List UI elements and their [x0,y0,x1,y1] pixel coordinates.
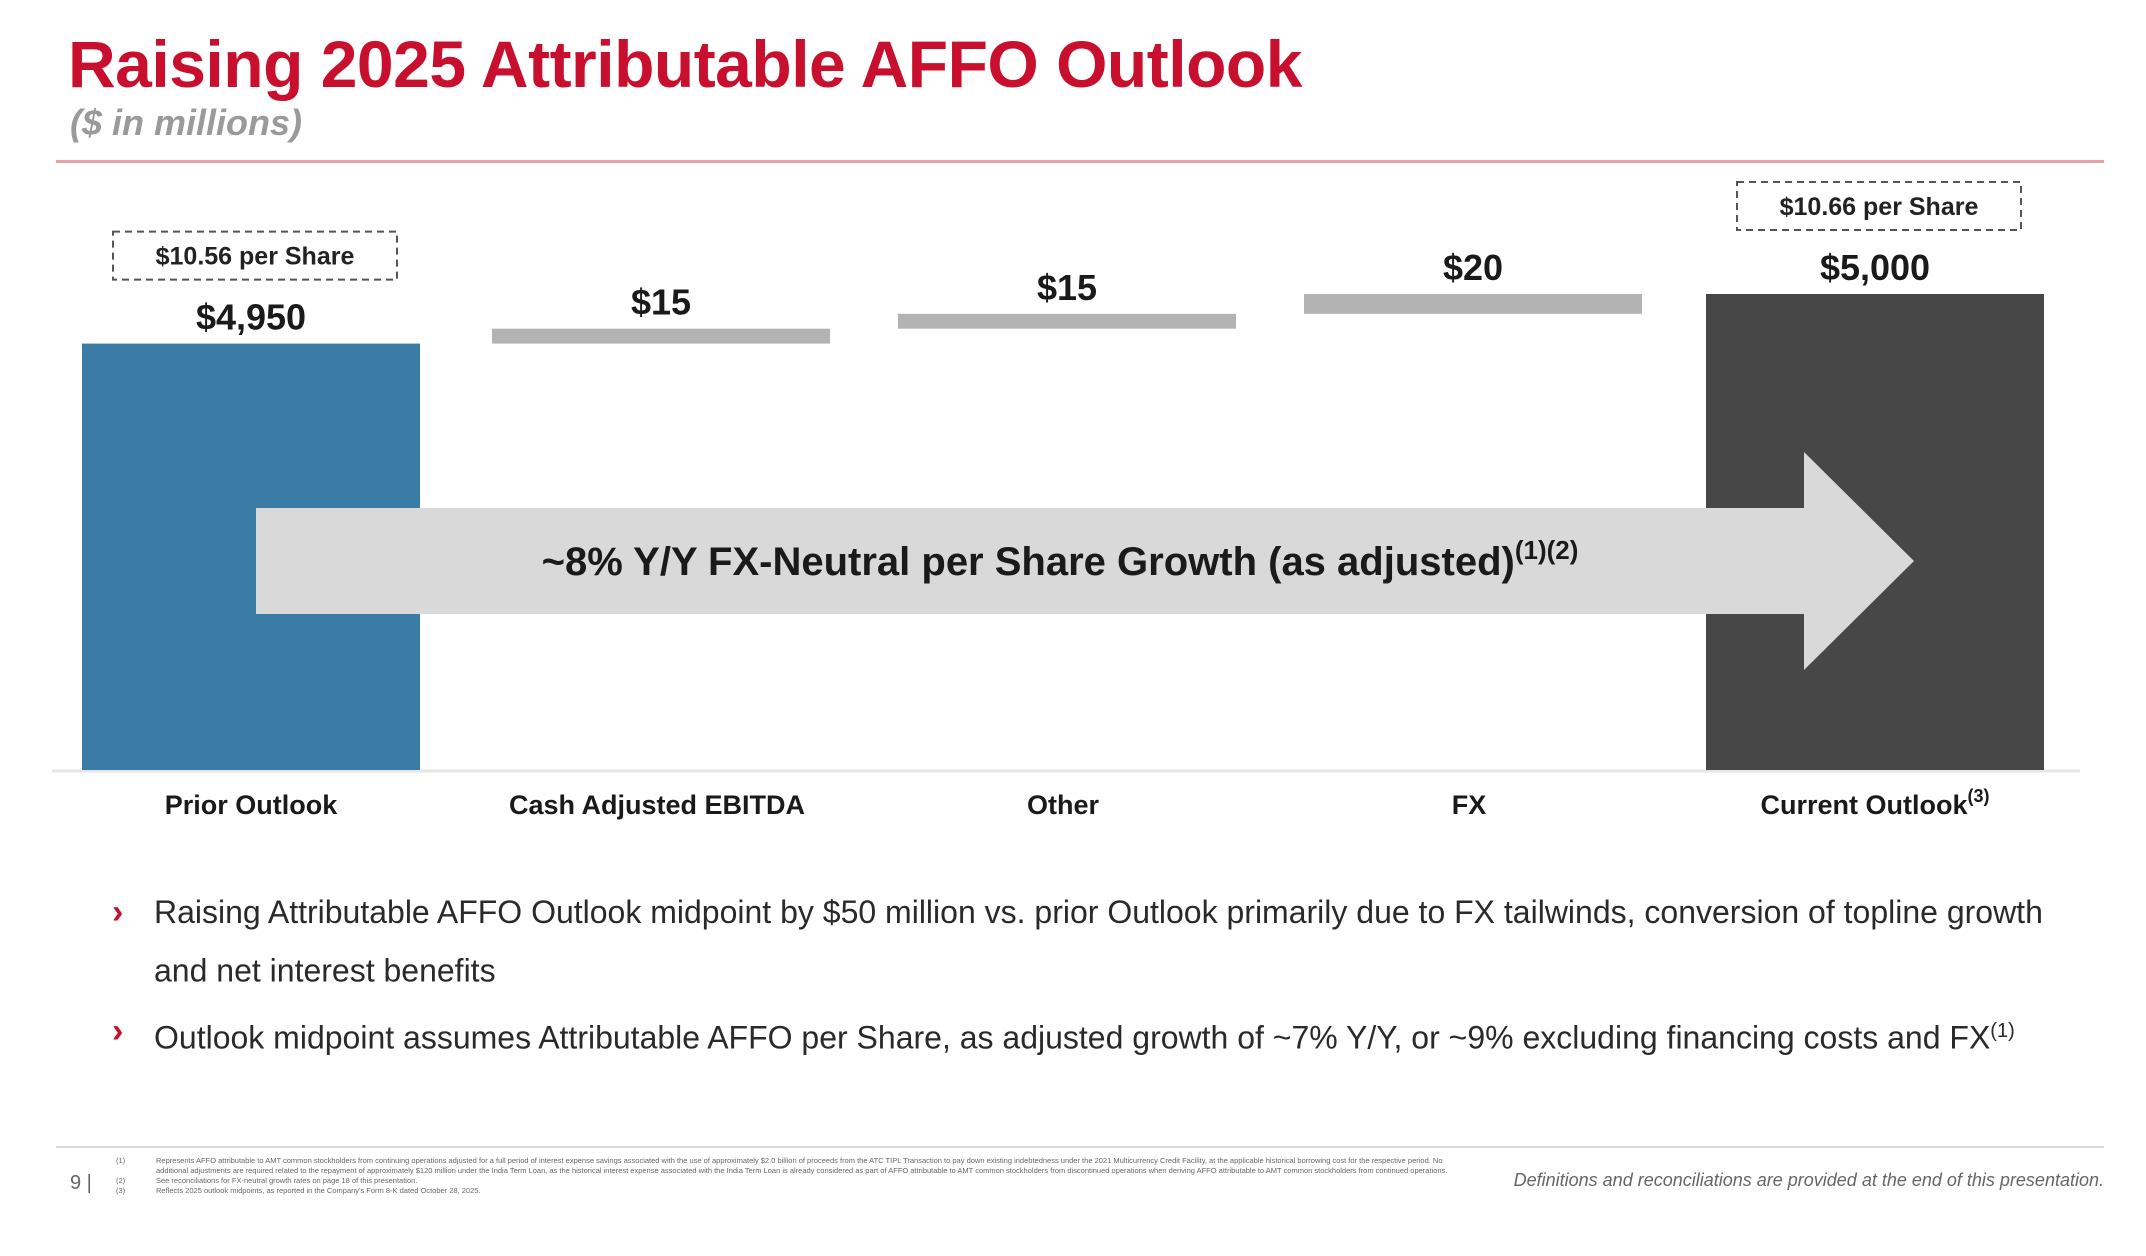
footnotes: (1) Represents AFFO attributable to AMT c… [116,1156,1476,1196]
footnote-number: (1) [116,1156,126,1165]
footnote-2: (2) See reconciliations for FX-neutral gr… [116,1176,1476,1186]
category-footnote-ref: (3) [1968,786,1990,806]
bar-other [898,313,1236,329]
data-label: $20 [1443,247,1503,288]
chevron-right-icon: › [112,893,124,931]
per-share-label: $10.66 per Share [1780,193,1979,221]
footnote-number: (2) [116,1176,126,1185]
bullet-item-1: › Raising Attributable AFFO Outlook midp… [112,886,2052,997]
footer-divider [56,1146,2104,1148]
per-share-label: $10.56 per Share [156,243,355,271]
footnote-text: Reflects 2025 outlook midpoints, as repo… [156,1186,481,1195]
growth-arrow-footnote-ref: (1)(2) [1515,535,1579,565]
growth-arrow-label: ~8% Y/Y FX-Neutral per Share Growth (as … [542,535,1579,584]
data-label: $5,000 [1820,247,1930,288]
growth-arrow [256,452,1914,670]
data-label: $15 [631,282,691,323]
page-subtitle: ($ in millions) [70,102,303,143]
footnote-text: See reconciliations for FX-neutral growt… [156,1176,418,1185]
growth-arrow-layer: ~8% Y/Y FX-Neutral per Share Growth (as … [256,452,1914,670]
bullet-text-1: Raising Attributable AFFO Outlook midpoi… [154,894,2043,989]
category-label: FX [1452,790,1487,820]
footnote-1: (1) Represents AFFO attributable to AMT c… [116,1156,1476,1176]
labels-layer: $4,950 $10.56 per Share Prior Outlook $15 Ca… [112,181,2022,820]
bar-fx [1304,294,1642,314]
data-label: $15 [1037,267,1097,308]
category-label: Current Outlook(3) [1761,786,1990,820]
bar-cash-adjusted-ebitda [492,328,830,344]
bullet-text-2: Outlook midpoint assumes Attributable AF… [154,1019,1991,1056]
bullet-list: › Raising Attributable AFFO Outlook midp… [112,886,2052,1071]
page-number: 9 | [70,1172,92,1194]
title-divider [56,160,2104,163]
bullet-item-2: › Outlook midpoint assumes Attributable … [112,1005,2052,1064]
per-share-box [112,230,398,281]
footnote-3: (3) Reflects 2025 outlook midpoints, as r… [116,1186,1476,1196]
page-title: Raising 2025 Attributable AFFO Outlook [68,27,1302,101]
category-label: Other [1027,790,1100,820]
category-label: Prior Outlook [165,790,338,820]
bullet-footnote-ref-2: (1) [1990,1019,2015,1042]
footnote-number: (3) [116,1186,126,1195]
footnote-text: Represents AFFO attributable to AMT comm… [156,1156,1448,1175]
chevron-right-icon: › [112,1011,124,1050]
waterfall-chart: ~8% Y/Y FX-Neutral per Share Growth (as … [52,181,2080,820]
data-label: $4,950 [196,297,306,338]
definitions-note: Definitions and reconciliations are prov… [1513,1170,2104,1190]
category-label: Cash Adjusted EBITDA [509,790,805,820]
per-share-box [1736,181,2022,231]
